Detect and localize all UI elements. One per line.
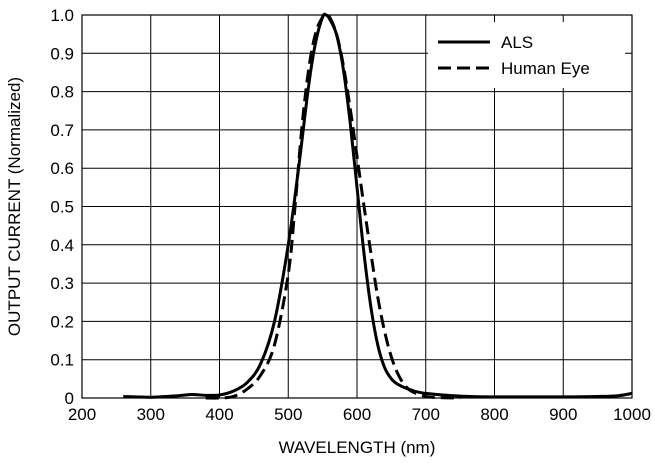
x-tick-label-200: 200 <box>68 405 96 424</box>
plot-frame <box>81 14 633 399</box>
x-tick-label-1000: 1000 <box>613 405 651 424</box>
x-tick-label-300: 300 <box>137 405 165 424</box>
y-tick-label-8: 0.8 <box>50 83 74 102</box>
y-tick-label-7: 0.7 <box>50 121 74 140</box>
y-axis-title: OUTPUT CURRENT (Normalized) <box>5 77 24 336</box>
y-tick-label-1: 0.1 <box>50 351 74 370</box>
y-tick-label-3: 0.3 <box>50 274 74 293</box>
x-tick-label-400: 400 <box>205 405 233 424</box>
y-tick-label-0: 0 <box>65 389 74 408</box>
x-tick-label-900: 900 <box>549 405 577 424</box>
series-lines <box>123 12 633 400</box>
x-tick-label-800: 800 <box>480 405 508 424</box>
x-axis-title: WAVELENGTH (nm) <box>279 438 436 457</box>
x-tick-label-700: 700 <box>412 405 440 424</box>
y-tick-label-2: 0.2 <box>50 312 74 331</box>
x-tick-label-600: 600 <box>343 405 371 424</box>
y-tick-label-6: 0.6 <box>50 159 74 178</box>
y-tick-label-9: 0.9 <box>50 44 74 63</box>
legend-label-als: ALS <box>501 33 533 52</box>
legend: ALS Human Eye <box>428 22 625 88</box>
y-tick-label-10: 1.0 <box>50 6 74 25</box>
y-tick-label-5: 0.5 <box>50 198 74 217</box>
y-tick-label-4: 0.4 <box>50 236 74 255</box>
series-line-human-eye <box>205 13 461 400</box>
legend-label-human-eye: Human Eye <box>501 59 590 78</box>
legend-box <box>428 22 625 88</box>
tick-labels: 200 300 400 500 600 700 800 900 1000 0 0.1 0.2 0.3 0.… <box>50 6 651 424</box>
x-tick-label-500: 500 <box>274 405 302 424</box>
